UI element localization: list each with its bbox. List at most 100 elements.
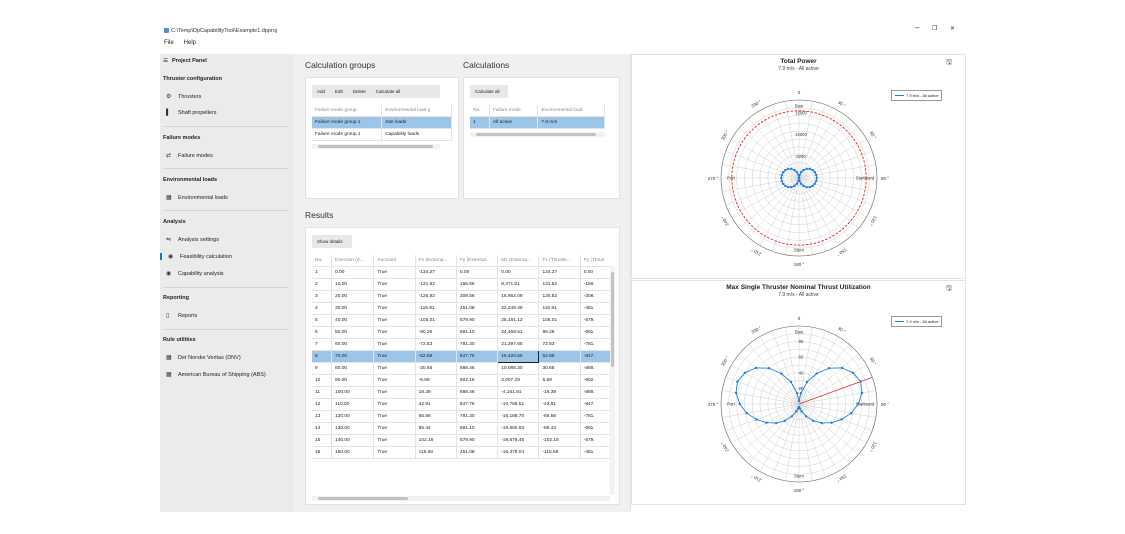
table-cell[interactable]: -847. xyxy=(580,350,610,363)
table-cell[interactable]: 42.91 xyxy=(415,398,457,411)
table-cell[interactable]: 1 xyxy=(470,116,490,129)
column-header[interactable]: Mz (Externa... xyxy=(497,255,540,267)
table-cell[interactable]: True xyxy=(373,266,416,279)
sidebar-item-failure-modes[interactable]: ⇄ Failure modes xyxy=(166,152,213,160)
table-cell[interactable]: 888.46 xyxy=(456,386,499,399)
table-row[interactable]: 5 40.00 True -105.01 579.90 25,181.12 105.01 -5… xyxy=(312,314,610,327)
table-cell[interactable]: 116.91 xyxy=(538,302,581,315)
table-cell[interactable]: 0.00 xyxy=(331,266,375,279)
table-cell[interactable]: 20.00 xyxy=(331,290,375,303)
table-cell[interactable]: -4,161.91 xyxy=(497,386,540,399)
table-row[interactable]: 14 130.00 True 85.44 691.10 -19,860.93 -85.44-… xyxy=(312,422,610,435)
table-cell[interactable]: 1 xyxy=(312,266,333,279)
table-row[interactable]: 6 50.00 True -90.26 691.10 24,468.51 90.26 -691… xyxy=(312,326,610,339)
table-cell[interactable]: -10,768.51 xyxy=(497,398,540,411)
table-cell[interactable]: 3 xyxy=(312,290,333,303)
sidebar-item-analysis-settings[interactable]: ⇋ Analysis settings xyxy=(166,236,219,244)
table-cell[interactable]: 16,420.55 xyxy=(497,349,540,363)
table-cell[interactable]: Capability loads xyxy=(381,128,452,141)
column-header[interactable]: Fy (Thrus xyxy=(580,255,610,267)
table-cell[interactable]: 24,468.51 xyxy=(497,326,540,339)
table-cell[interactable]: 25,181.12 xyxy=(497,314,540,327)
table-cell[interactable]: 579.90 xyxy=(456,434,499,447)
table-cell[interactable]: -902. xyxy=(580,374,610,387)
table-cell[interactable]: 10,085.30 xyxy=(497,362,540,375)
table-cell[interactable]: 308.56 xyxy=(456,290,499,303)
table-cell[interactable]: -52.88 xyxy=(415,350,457,363)
table-row[interactable]: 8 70.00 True -52.88 847.76 16,420.55 52.88 -847… xyxy=(312,349,610,363)
hamburger-icon[interactable]: ☰ xyxy=(163,58,168,64)
table-cell[interactable]: 140.00 xyxy=(331,434,375,447)
calculate-all-button[interactable]: Calculate all xyxy=(475,89,500,94)
table-row[interactable]: 4 30.00 True -116.91 451.08 22,249.49 116.91 -4… xyxy=(312,302,610,315)
column-header[interactable]: Failure mode xyxy=(489,105,539,117)
table-cell[interactable]: 847.76 xyxy=(456,350,499,363)
table-row[interactable]: Failure mode group 1 Capability loads xyxy=(312,128,452,141)
table-cell[interactable]: -131.62 xyxy=(415,278,457,291)
table-cell[interactable]: 102.16 xyxy=(415,434,457,447)
show-details-button[interactable]: Show details xyxy=(317,239,343,244)
table-cell[interactable]: 110.00 xyxy=(331,398,375,411)
table-cell[interactable]: -16,378.04 xyxy=(497,446,540,459)
close-button[interactable]: ✕ xyxy=(950,26,956,32)
table-cell[interactable]: Failure mode group 1 xyxy=(312,128,383,141)
table-cell[interactable]: 847.76 xyxy=(456,398,499,411)
table-cell[interactable]: -888. xyxy=(580,362,610,375)
table-cell[interactable]: 134.27 xyxy=(538,266,581,279)
table-cell[interactable]: 30.00 xyxy=(331,302,375,315)
sidebar-item-thrusters[interactable]: ⚙ Thrusters xyxy=(166,93,201,101)
table-cell[interactable]: 70.00 xyxy=(331,350,375,363)
table-cell[interactable]: 781.30 xyxy=(456,410,499,423)
calculate-all-button[interactable]: Calculate all xyxy=(375,89,401,94)
table-cell[interactable]: 21,397.65 xyxy=(497,338,540,351)
sidebar-item-capability-analysis[interactable]: ◉ Capability analysis xyxy=(166,270,224,278)
sidebar-item-det-norske-veritas-dnv[interactable]: ▦ Det Norske Veritas (DNV) xyxy=(166,354,241,362)
column-header[interactable]: Fy (External... xyxy=(456,255,499,267)
sidebar-item-environmental-loads[interactable]: ▦ Environmental loads xyxy=(166,194,228,202)
table-row[interactable]: 7 60.00 True -72.83 781.30 21,397.65 72.83 -781… xyxy=(312,338,610,351)
scroll-thumb[interactable] xyxy=(318,497,408,500)
sidebar-item-reports[interactable]: ▯ Reports xyxy=(166,312,197,320)
table-cell[interactable]: 131.62 xyxy=(538,278,581,291)
table-cell[interactable]: 156.66 xyxy=(456,278,499,291)
menu-help[interactable]: Help xyxy=(183,40,197,46)
table-cell[interactable]: 85.44 xyxy=(415,422,457,435)
table-cell[interactable]: -6.59 xyxy=(415,374,457,387)
table-row[interactable]: 2 10.00 True -131.62 156.66 8,471.01 131.62 -15… xyxy=(312,278,610,291)
table-cell[interactable]: -579. xyxy=(580,314,610,327)
table-cell[interactable]: True xyxy=(373,446,416,459)
save-icon[interactable]: 🖫 xyxy=(946,285,952,292)
table-cell[interactable]: -847. xyxy=(580,398,610,411)
table-cell[interactable]: -19,860.93 xyxy=(497,422,540,435)
calculations-hscroll[interactable] xyxy=(470,132,605,137)
table-cell[interactable]: All active xyxy=(489,116,539,129)
table-cell[interactable]: 40.00 xyxy=(331,314,375,327)
table-cell[interactable]: 0.00 xyxy=(580,266,610,279)
table-cell[interactable]: 6.59 xyxy=(538,374,581,387)
table-cell[interactable]: -781. xyxy=(580,410,610,423)
table-cell[interactable]: -19,678.46 xyxy=(497,434,540,447)
table-cell[interactable]: -451. xyxy=(580,446,610,459)
table-cell[interactable]: 0.00 xyxy=(497,266,540,279)
table-row[interactable]: 9 80.00 True -30.65 888.46 10,085.30 30.65 -888… xyxy=(312,362,610,375)
table-cell[interactable]: 50.00 xyxy=(331,326,375,339)
table-row[interactable]: Failure mode group 1 Site loads xyxy=(312,116,452,129)
column-header[interactable]: Environmental load xyxy=(537,105,605,117)
table-cell[interactable]: 3,007.29 xyxy=(497,374,540,387)
table-row[interactable]: 11 100.00 True 18.39 888.46 -4,161.91 -18.39 -8… xyxy=(312,386,610,399)
minimize-button[interactable]: – xyxy=(915,23,920,32)
table-cell[interactable]: 120.00 xyxy=(331,410,375,423)
table-cell[interactable]: 4 xyxy=(312,302,333,315)
maximize-button[interactable]: ❐ xyxy=(932,26,938,32)
table-cell[interactable]: 8,471.01 xyxy=(497,278,540,291)
table-cell[interactable]: 60.00 xyxy=(331,338,375,351)
table-cell[interactable]: True xyxy=(373,362,416,375)
table-cell[interactable]: -691. xyxy=(580,422,610,435)
table-cell[interactable]: 14 xyxy=(312,422,333,435)
table-cell[interactable]: -116.91 xyxy=(415,302,457,315)
table-cell[interactable]: 22,249.49 xyxy=(497,302,540,315)
results-vscroll[interactable] xyxy=(610,266,615,495)
table-row[interactable]: 16 150.00 True 115.58 451.08 -16,378.04 -115.5… xyxy=(312,446,610,459)
column-header[interactable]: Environmental load g xyxy=(381,105,452,117)
table-cell[interactable]: 12 xyxy=(312,398,333,411)
